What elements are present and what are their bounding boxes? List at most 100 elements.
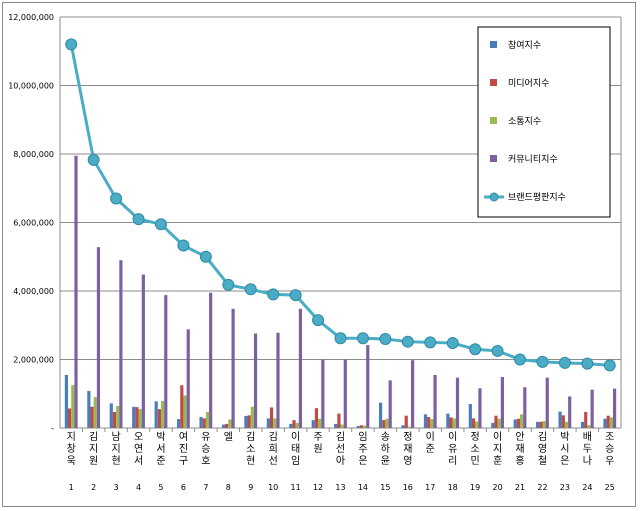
bar (500, 376, 504, 428)
y-tick-label: 2,000,000 (13, 356, 54, 365)
bar (545, 377, 549, 428)
bar (132, 406, 136, 428)
legend-swatch (490, 155, 497, 162)
bar (497, 418, 501, 428)
bar (183, 395, 187, 428)
bar (71, 385, 75, 428)
x-axis-labels: 지 창 욱 1 김 지 원 2 남 지 현 3 오 연 서 4 박 서 준 5 여 진 구 6 유 승 호 7 엘 8 김 소 현 9 김 희 선 10 이… (67, 430, 615, 492)
legend-label: 소통지수 (508, 116, 541, 127)
bar (337, 413, 341, 428)
bar (119, 260, 123, 428)
y-tick-label: 4,000,000 (13, 287, 54, 296)
bar (378, 402, 383, 428)
y-tick-label: 10,000,000 (8, 82, 54, 91)
bar (356, 425, 360, 428)
bar (247, 415, 251, 428)
bar (427, 417, 431, 428)
bar (366, 345, 370, 428)
bar (568, 396, 572, 428)
x-rank-label: 2 (91, 483, 96, 492)
bar (116, 406, 120, 428)
x-rank-label: 5 (158, 483, 163, 492)
x-rank-label: 3 (114, 483, 119, 492)
y-tick-label: 6,000,000 (13, 219, 54, 228)
x-rank-label: 1 (69, 483, 74, 492)
line-point (177, 239, 190, 252)
x-rank-label: 24 (582, 483, 592, 492)
line-point (312, 314, 325, 327)
bar (135, 407, 139, 428)
x-rank-label: 17 (425, 483, 435, 492)
bar (164, 295, 168, 428)
bar (478, 388, 482, 428)
bar (273, 418, 277, 428)
bar (385, 418, 389, 428)
line-point (132, 213, 145, 226)
line-point (603, 359, 616, 372)
bar (87, 391, 91, 428)
bar (318, 418, 322, 428)
bar (523, 387, 527, 428)
bar (423, 414, 428, 428)
x-rank-label: 25 (605, 483, 615, 492)
x-rank-label: 8 (226, 483, 231, 492)
bar (266, 418, 270, 428)
bar-series (64, 155, 617, 428)
line-point (558, 356, 571, 369)
y-axis-ticks: - 2,000,000 4,000,000 6,000,000 8,000,000 10,… (8, 13, 54, 433)
bar (64, 374, 69, 428)
x-rank-label: 9 (248, 483, 253, 492)
bar (253, 333, 258, 428)
bar (205, 411, 210, 428)
line-point (469, 343, 482, 356)
line-point (267, 288, 280, 301)
legend-swatch (490, 79, 497, 86)
legend-label: 브랜드평판지수 (508, 192, 566, 203)
legend-label: 커뮤니티지수 (508, 154, 558, 165)
bar (564, 421, 569, 428)
line-point (356, 332, 369, 345)
bar (536, 421, 540, 428)
bar (606, 415, 610, 428)
x-rank-label: 20 (492, 483, 502, 492)
bar (561, 415, 565, 428)
x-rank-label: 10 (268, 483, 278, 492)
bar (590, 389, 594, 428)
x-rank-label: 4 (136, 483, 141, 492)
legend-marker (489, 192, 499, 202)
x-rank-label: 19 (470, 483, 480, 492)
x-rank-label: 21 (515, 483, 525, 492)
bar (177, 419, 181, 428)
bar (359, 425, 363, 428)
bar (311, 420, 315, 428)
bar (558, 411, 562, 428)
bar (314, 408, 319, 428)
bar (276, 332, 280, 428)
x-rank-label: 16 (403, 483, 413, 492)
y-tick-label: - (51, 424, 54, 433)
line-point (446, 337, 459, 350)
bar (475, 421, 479, 428)
bar (68, 408, 72, 428)
y-tick-label: 8,000,000 (13, 150, 54, 159)
bar (199, 417, 203, 428)
legend-label: 참여지수 (508, 39, 541, 51)
bar (154, 401, 158, 428)
bar (452, 418, 456, 428)
bar (449, 417, 453, 428)
bar (471, 418, 476, 428)
bar (321, 359, 325, 428)
bar (340, 424, 344, 428)
